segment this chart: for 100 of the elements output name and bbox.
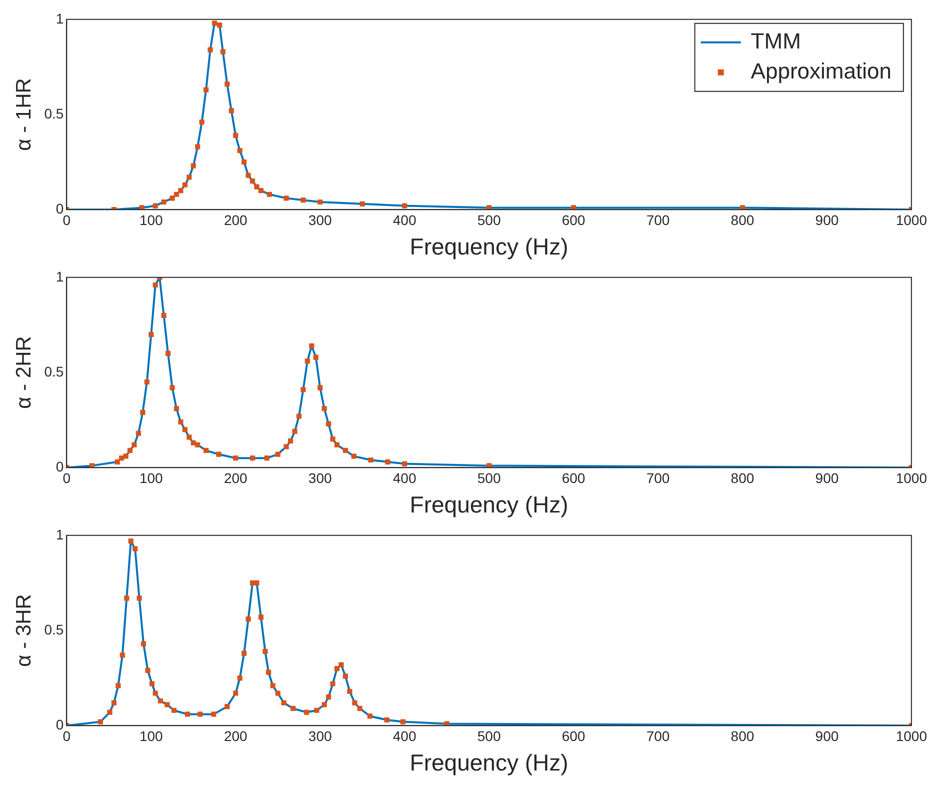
point (233, 132, 238, 138)
x-tick-label: 300 (308, 212, 332, 228)
x-tick-label: 200 (224, 212, 248, 228)
point (309, 343, 314, 348)
point (190, 163, 196, 168)
point (292, 428, 298, 434)
point (318, 199, 323, 205)
point (195, 442, 200, 448)
x-tick-label: 400 (392, 212, 416, 228)
point (351, 454, 356, 459)
point (158, 698, 163, 704)
point (304, 358, 310, 364)
legend-label: TMM (750, 28, 801, 54)
point (352, 700, 358, 706)
point (300, 387, 306, 392)
point (217, 22, 222, 28)
point (330, 436, 336, 442)
point (254, 184, 260, 190)
point (144, 379, 150, 385)
point (224, 82, 230, 87)
y-tick-label: 1 (56, 268, 64, 284)
point (318, 385, 323, 390)
x-axis-title: Frequency (Hz) (410, 234, 568, 260)
point (367, 714, 372, 719)
point (300, 198, 306, 203)
point (304, 710, 310, 715)
point (220, 49, 226, 54)
point (114, 459, 120, 464)
y-tick-label: 0.5 (44, 363, 64, 380)
point (174, 406, 180, 412)
point (195, 144, 200, 150)
x-tick-label: 500 (477, 728, 501, 744)
x-tick-label: 600 (562, 470, 586, 486)
point (384, 717, 390, 722)
point (342, 674, 348, 679)
point (116, 683, 121, 688)
point (216, 452, 222, 457)
point (233, 456, 238, 461)
point (198, 712, 203, 717)
point (145, 668, 150, 673)
point (258, 614, 264, 620)
point (128, 538, 134, 544)
x-tick-label: 100 (139, 212, 164, 228)
x-tick-label: 800 (730, 212, 754, 228)
point (264, 456, 270, 461)
point (164, 702, 170, 708)
point (290, 706, 296, 712)
x-tick-label: 600 (562, 212, 586, 228)
point (174, 192, 180, 197)
x-tick-label: 900 (815, 470, 839, 486)
point (254, 580, 260, 586)
point (288, 438, 294, 444)
point (161, 312, 166, 318)
y-tick-label: 0 (56, 200, 64, 216)
point (296, 414, 302, 419)
y-tick-label: 0 (56, 716, 64, 732)
point (211, 712, 216, 717)
point (242, 160, 247, 165)
point (149, 681, 155, 686)
point (281, 700, 286, 706)
point (284, 444, 289, 450)
point (313, 354, 318, 360)
x-tick-label: 1000 (896, 212, 928, 228)
point (107, 710, 112, 715)
point (347, 688, 352, 694)
point (334, 666, 340, 672)
x-tick-label: 800 (730, 470, 754, 486)
point (212, 20, 218, 26)
point (368, 457, 374, 463)
point (170, 196, 175, 201)
point (242, 650, 247, 656)
point (270, 683, 276, 688)
point (171, 708, 176, 713)
point (402, 461, 408, 466)
y-tick-label: 1 (56, 10, 64, 26)
point (182, 427, 188, 432)
point (165, 350, 171, 356)
point (275, 452, 280, 457)
y-tick-label: 0.5 (44, 105, 64, 122)
point (237, 148, 242, 154)
point (204, 448, 209, 454)
point (385, 459, 390, 464)
point (132, 442, 137, 448)
point (284, 196, 289, 201)
point (322, 702, 327, 708)
point (326, 694, 332, 700)
point (233, 690, 238, 696)
point (322, 406, 327, 412)
point (266, 192, 272, 197)
point (237, 676, 242, 681)
point (148, 332, 154, 338)
x-tick-label: 700 (646, 728, 670, 744)
point (186, 174, 192, 180)
point (182, 182, 188, 188)
point (338, 662, 344, 668)
x-tick-label: 100 (139, 728, 164, 744)
point (119, 456, 124, 461)
point (334, 442, 340, 448)
y-tick-label: 1 (56, 526, 64, 542)
point (123, 454, 128, 459)
